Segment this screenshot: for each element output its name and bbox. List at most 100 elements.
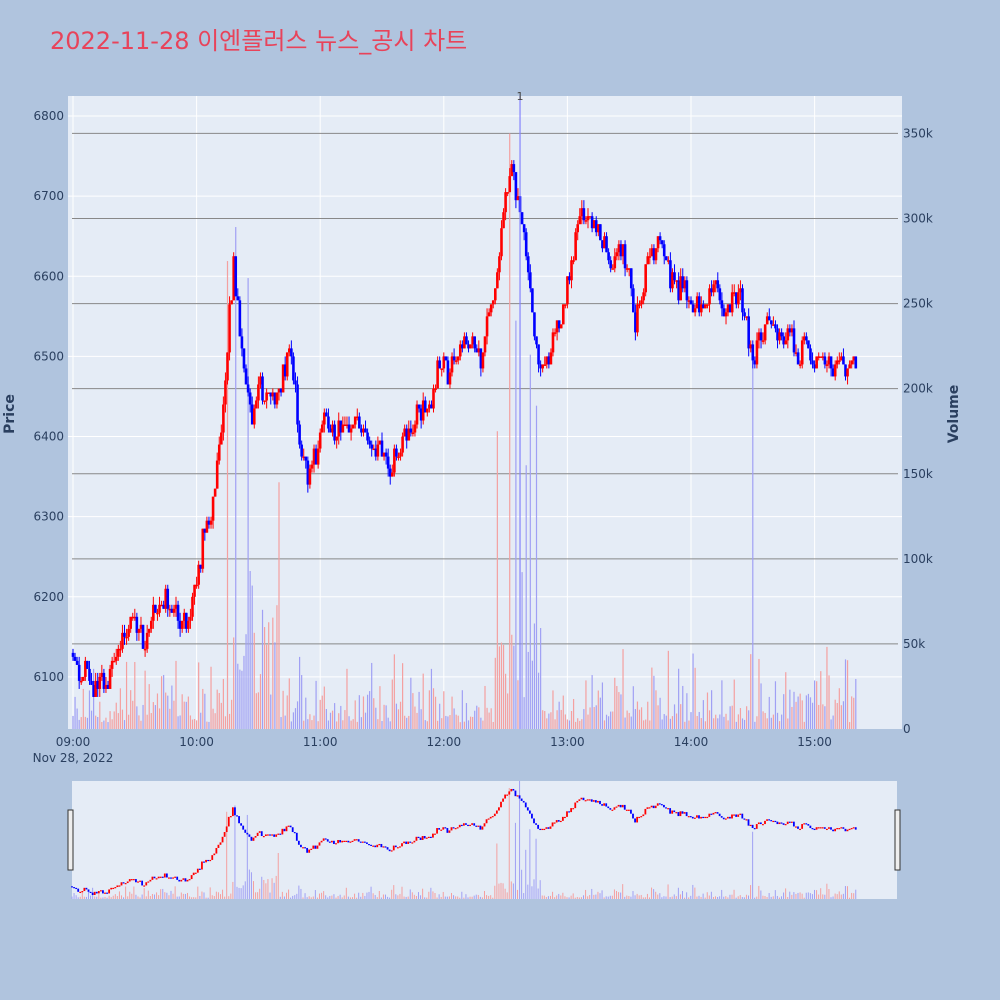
slider-candle	[539, 828, 542, 831]
candle-body	[751, 344, 755, 361]
slider-volume-bar	[818, 894, 820, 899]
slider-volume-bar	[269, 892, 271, 899]
candle-body	[246, 384, 250, 393]
slider-candle	[339, 840, 342, 843]
volume-bar	[762, 711, 764, 729]
volume-bar	[329, 712, 332, 729]
slider-volume-bar	[90, 895, 92, 899]
slider-candle	[178, 879, 181, 882]
volume-bar	[502, 644, 505, 729]
slider-volume-bar	[275, 875, 277, 899]
slider-volume-bar	[636, 893, 638, 899]
slider-volume-bar	[407, 896, 409, 899]
volume-bar	[377, 719, 379, 729]
slider-volume-bar	[578, 897, 580, 899]
candle-body	[522, 224, 526, 233]
slider-candle	[788, 821, 791, 823]
slider-candle	[722, 817, 725, 820]
candle-body	[784, 340, 788, 345]
candle-body	[349, 428, 353, 433]
volume-bar	[202, 688, 204, 729]
volume-bar	[760, 683, 762, 729]
volume-bar	[482, 720, 484, 729]
slider-candle	[267, 834, 269, 836]
slider-candle	[341, 840, 344, 843]
volume-bar	[832, 715, 834, 729]
slider-volume-bar	[725, 896, 727, 899]
volume-bar	[86, 717, 89, 729]
candle-body	[685, 280, 689, 301]
candle-body	[380, 440, 384, 457]
candle-body	[607, 252, 610, 261]
slider-volume-bar	[735, 897, 737, 899]
slider-volume-bar	[533, 879, 535, 899]
slider-candle	[510, 788, 513, 792]
slider-volume-bar	[471, 896, 473, 899]
slider-volume-bar	[308, 896, 310, 899]
range-slider[interactable]	[72, 781, 897, 899]
candle-body	[244, 368, 248, 385]
volume-bar	[387, 717, 389, 729]
volume-bar	[811, 702, 814, 729]
slider-candle	[799, 828, 801, 831]
candle-body	[821, 356, 825, 358]
volume-bar	[572, 698, 575, 729]
slider-volume-bar	[626, 895, 628, 899]
slider-volume-bar	[496, 843, 498, 899]
slider-volume-bar	[628, 896, 630, 899]
slider-candle	[815, 827, 818, 830]
candle-body	[450, 356, 454, 373]
slider-volume-bar	[376, 897, 378, 899]
slider-candle	[116, 885, 119, 888]
candle-body	[145, 632, 149, 649]
volume-bar	[321, 695, 323, 729]
slider-volume-bar	[302, 897, 304, 899]
slider-volume-bar	[686, 892, 688, 899]
main-plot-area[interactable]	[68, 96, 902, 729]
volume-bar	[472, 716, 474, 729]
slider-volume-bar	[343, 895, 345, 899]
candle-body	[588, 216, 592, 218]
slider-candle	[238, 816, 240, 824]
volume-bar	[445, 715, 447, 729]
slider-candle	[582, 797, 585, 801]
slider-candle	[838, 828, 841, 830]
slider-candle	[514, 790, 517, 797]
slider-volume-bar	[178, 896, 180, 899]
slider-candle	[648, 807, 651, 809]
slider-candle	[388, 849, 391, 852]
volume-bar	[428, 690, 430, 729]
volume-bar	[115, 702, 117, 729]
candle-body	[434, 388, 437, 390]
slider-candle	[91, 892, 94, 896]
slider-candle	[640, 816, 643, 818]
slider-volume-bar	[300, 888, 302, 899]
slider-candle	[456, 827, 459, 829]
range-slider-left-handle[interactable]	[67, 809, 74, 871]
candle-body	[458, 344, 462, 357]
slider-volume-bar	[838, 891, 840, 899]
slider-candle	[801, 824, 804, 829]
candle-body	[415, 404, 419, 425]
volume-bar	[237, 663, 239, 729]
volume-bar	[296, 701, 299, 729]
slider-candle	[357, 839, 360, 842]
candle-body	[217, 444, 221, 461]
slider-candle	[293, 832, 296, 834]
volume-bar	[834, 699, 836, 729]
slider-candle	[842, 827, 845, 829]
slider-candle	[392, 845, 395, 851]
slider-candle	[646, 807, 649, 809]
candle-body	[772, 324, 775, 326]
slider-volume-bar	[830, 897, 832, 899]
slider-candle	[660, 804, 663, 806]
volume-bar	[630, 716, 632, 729]
volume-bar	[496, 431, 498, 729]
slider-candle	[491, 816, 494, 818]
candle-body	[549, 352, 553, 365]
slider-volume-bar	[690, 895, 692, 899]
range-slider-right-handle[interactable]	[894, 809, 901, 871]
slider-volume-bar	[743, 897, 745, 899]
candle-body	[318, 432, 322, 449]
volume-bar	[416, 712, 418, 729]
